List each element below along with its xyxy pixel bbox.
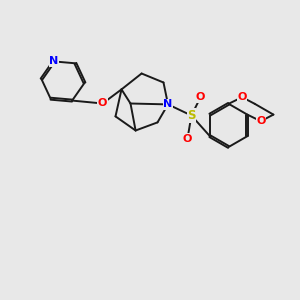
Text: S: S: [187, 109, 196, 122]
Text: N: N: [49, 56, 58, 66]
Text: O: O: [196, 92, 205, 103]
Text: N: N: [164, 99, 172, 110]
Text: O: O: [256, 116, 266, 126]
Text: O: O: [237, 92, 247, 102]
Text: O: O: [183, 134, 192, 144]
Text: O: O: [98, 98, 107, 109]
